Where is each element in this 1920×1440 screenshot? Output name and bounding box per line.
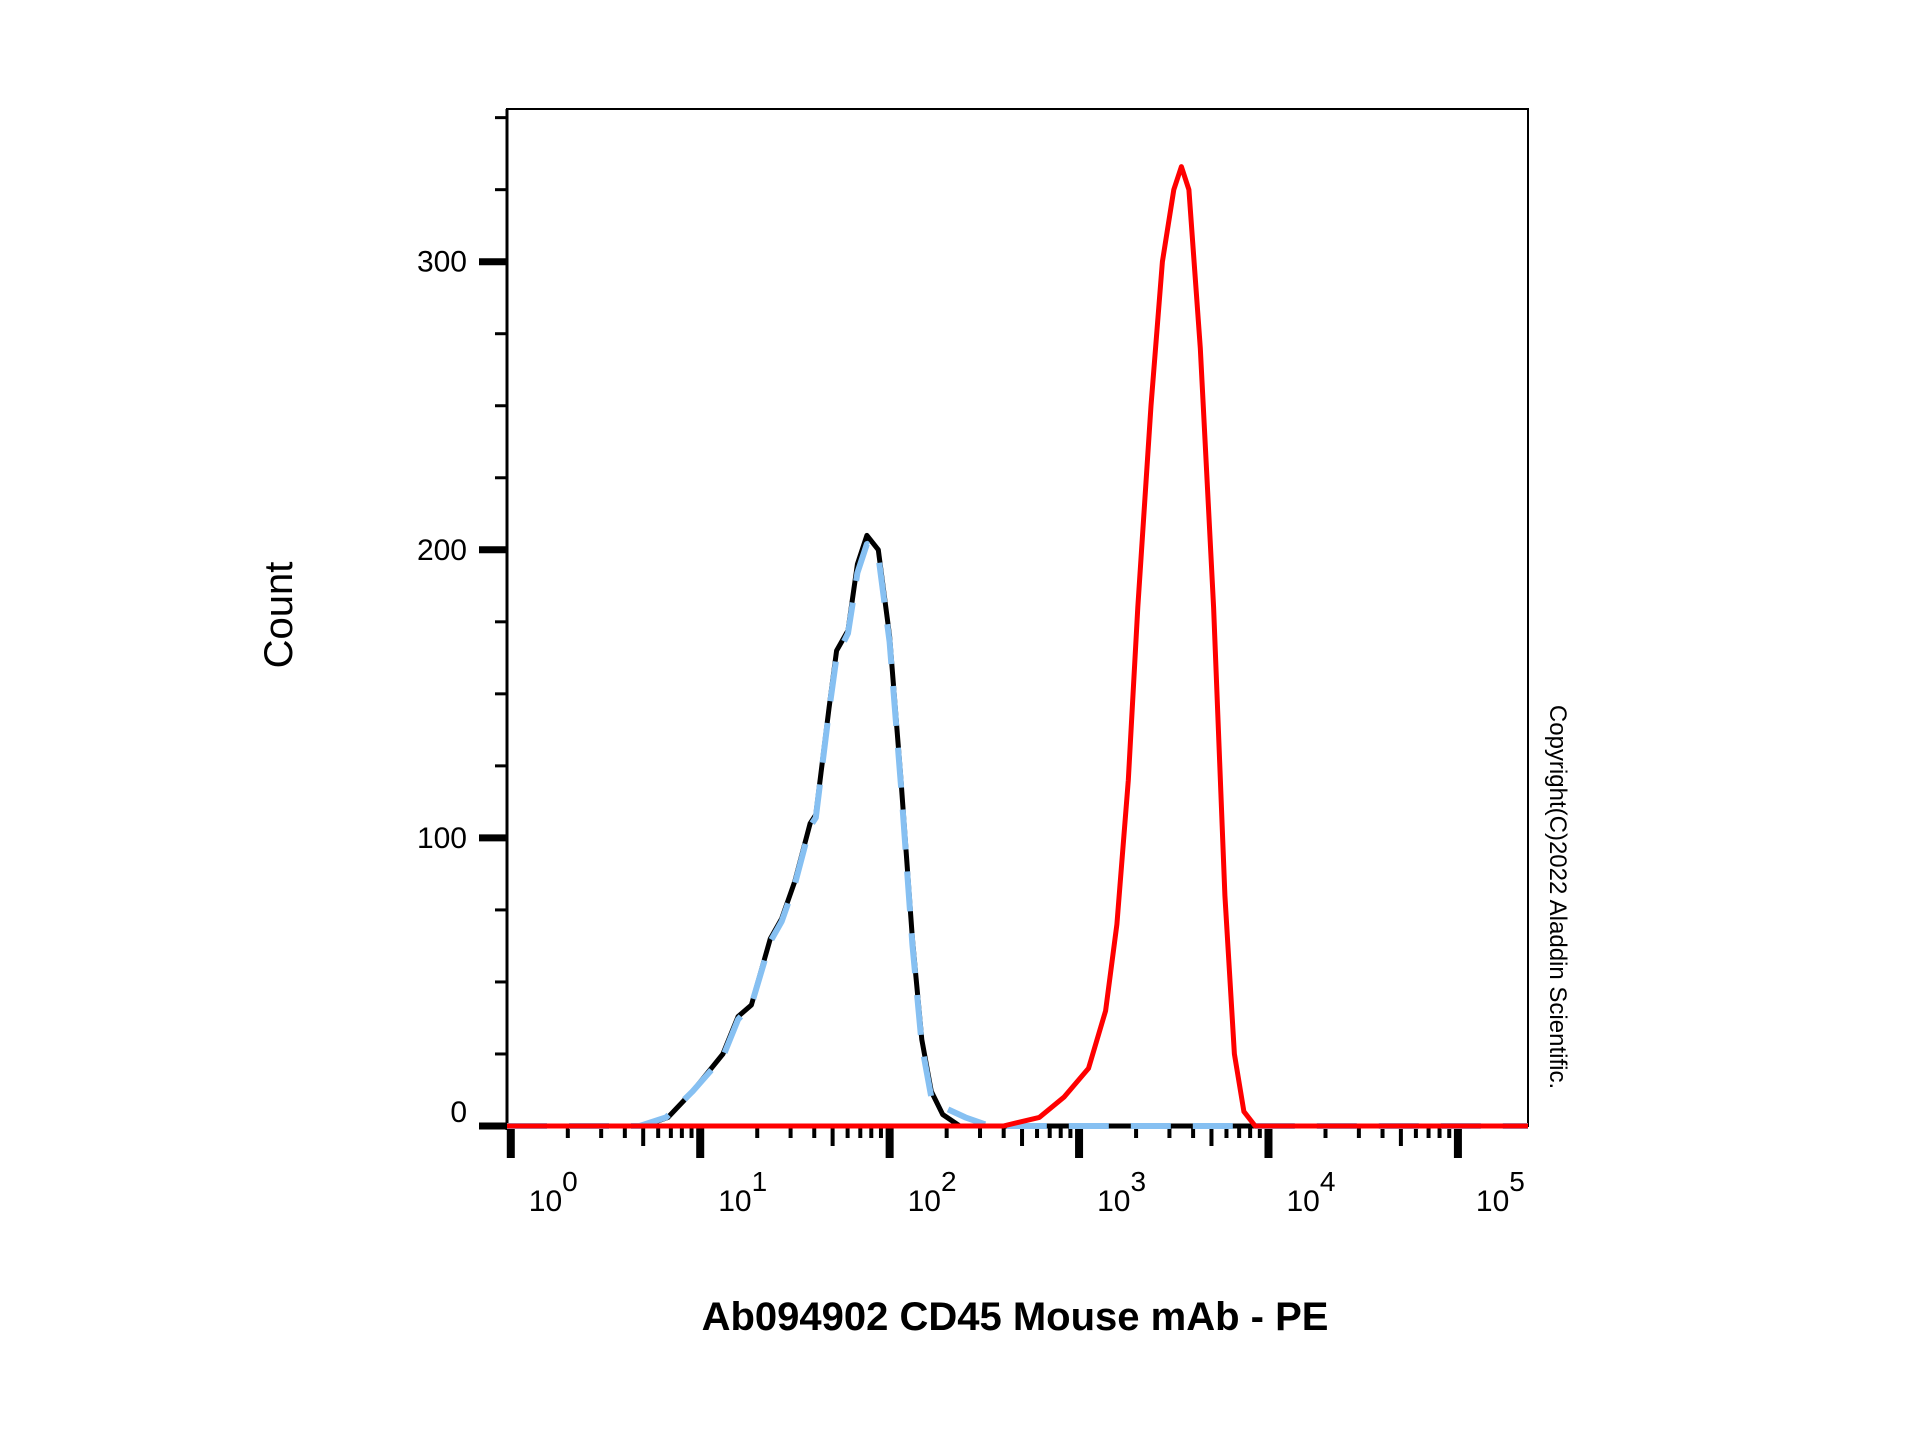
x-tick-label: 101 — [718, 1166, 767, 1218]
y-tick-label: 0 — [450, 1096, 467, 1129]
x-tick-label: 104 — [1286, 1166, 1335, 1218]
x-tick-exponent: 2 — [941, 1166, 957, 1197]
x-tick-base: 10 — [529, 1185, 562, 1218]
x-tick-label: 105 — [1476, 1166, 1525, 1218]
x-tick-base: 10 — [1286, 1185, 1319, 1218]
y-tick-label: 300 — [417, 246, 467, 279]
x-tick-base: 10 — [1097, 1185, 1130, 1218]
x-tick-base: 10 — [1476, 1185, 1509, 1218]
x-tick-label: 100 — [529, 1166, 578, 1218]
x-tick-exponent: 0 — [562, 1166, 578, 1197]
series-line-control — [507, 532, 1528, 1129]
copyright-annotation: Copyright(C)2022 Aladdin Scientific. — [1544, 705, 1571, 1089]
x-axis-label: Ab094902 CD45 Mouse mAb - PE — [702, 1295, 1329, 1339]
series-group — [507, 164, 1528, 1129]
x-tick-base: 10 — [908, 1185, 941, 1218]
x-tick-exponent: 3 — [1130, 1166, 1146, 1197]
y-axis-label: Count — [257, 562, 301, 669]
y-axis: 0 100 200 300 — [417, 109, 509, 1130]
series-line-cd45-pe — [507, 164, 1528, 1129]
x-tick-label: 103 — [1097, 1166, 1146, 1218]
series-line-isotype — [507, 541, 1528, 1129]
x-tick-exponent: 5 — [1509, 1166, 1525, 1197]
x-tick-label: 102 — [908, 1166, 957, 1218]
x-tick-exponent: 4 — [1320, 1166, 1336, 1197]
y-tick-label: 100 — [417, 822, 467, 855]
plot-frame — [506, 108, 1529, 1127]
x-tick-base: 10 — [718, 1185, 751, 1218]
y-tick-label: 200 — [417, 534, 467, 567]
x-tick-exponent: 1 — [752, 1166, 768, 1197]
